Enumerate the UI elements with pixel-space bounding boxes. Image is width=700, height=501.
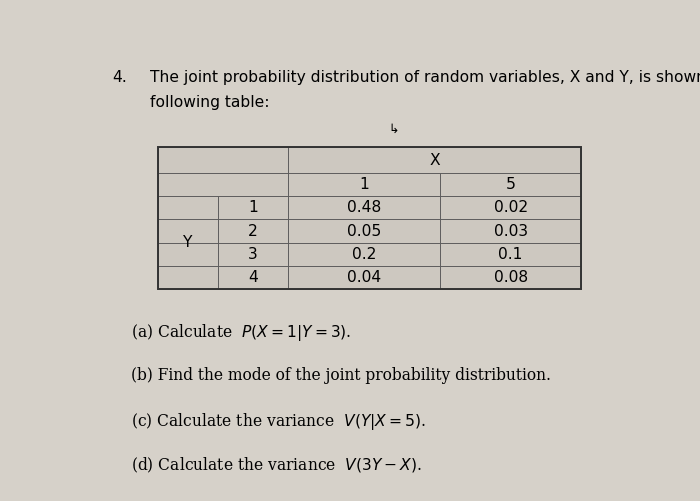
Text: 2: 2 — [248, 223, 258, 238]
Text: 0.2: 0.2 — [352, 246, 377, 262]
Bar — [288, 147, 581, 173]
Text: (b) Find the mode of the joint probability distribution.: (b) Find the mode of the joint probabili… — [131, 367, 551, 384]
Bar — [288, 219, 440, 242]
Bar — [158, 173, 288, 196]
Bar — [158, 147, 581, 289]
Bar — [288, 242, 440, 266]
Text: 0.02: 0.02 — [494, 200, 528, 215]
Bar — [440, 266, 581, 289]
Text: 1: 1 — [359, 177, 369, 192]
Bar — [158, 242, 218, 266]
Text: 5: 5 — [505, 177, 516, 192]
Text: (c) Calculate the variance  $V(Y|X = 5)$.: (c) Calculate the variance $V(Y|X = 5)$. — [131, 411, 426, 432]
Bar — [158, 147, 288, 173]
Text: The joint probability distribution of random variables, X and Y, is shown in the: The joint probability distribution of ra… — [150, 70, 700, 85]
Text: 4: 4 — [248, 270, 258, 285]
Text: (d) Calculate the variance  $V(3Y - X)$.: (d) Calculate the variance $V(3Y - X)$. — [131, 455, 422, 475]
Bar — [158, 266, 218, 289]
Text: (a) Calculate  $P(X = 1|Y = 3)$.: (a) Calculate $P(X = 1|Y = 3)$. — [131, 323, 351, 344]
Text: ↳: ↳ — [389, 123, 399, 136]
Bar — [218, 242, 288, 266]
Text: 0.08: 0.08 — [494, 270, 528, 285]
Text: 0.1: 0.1 — [498, 246, 523, 262]
Bar — [288, 173, 440, 196]
Text: 0.48: 0.48 — [347, 200, 382, 215]
Bar — [440, 219, 581, 242]
Bar — [440, 242, 581, 266]
Bar — [218, 219, 288, 242]
Bar — [440, 173, 581, 196]
Text: Y: Y — [183, 235, 192, 250]
Bar — [288, 196, 440, 219]
Text: 0.05: 0.05 — [347, 223, 382, 238]
Bar — [218, 266, 288, 289]
Text: 0.03: 0.03 — [494, 223, 528, 238]
Bar — [158, 219, 218, 242]
Bar — [218, 196, 288, 219]
Bar — [158, 196, 218, 219]
Bar — [288, 266, 440, 289]
Text: following table:: following table: — [150, 95, 270, 110]
Text: 3: 3 — [248, 246, 258, 262]
Text: 1: 1 — [248, 200, 258, 215]
Bar — [440, 196, 581, 219]
Text: 4.: 4. — [112, 70, 127, 85]
Text: 0.04: 0.04 — [347, 270, 382, 285]
Text: X: X — [429, 152, 440, 167]
